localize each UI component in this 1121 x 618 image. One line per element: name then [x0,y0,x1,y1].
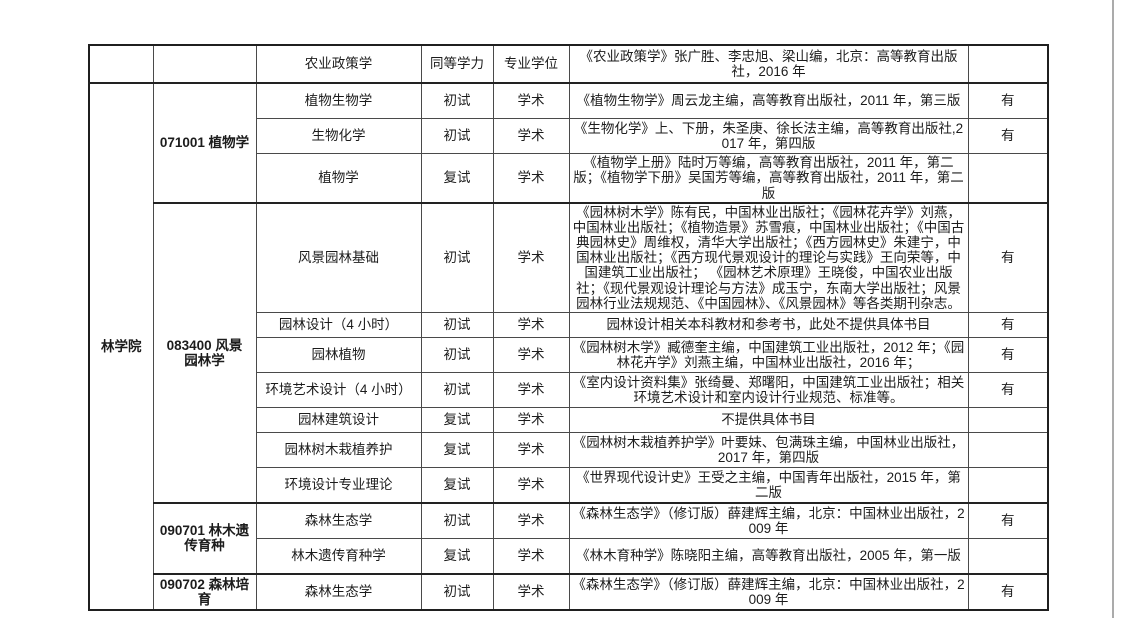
degree-type-cell: 学术 [492,153,570,204]
table-row: 林学院 071001 植物学 植物生物学 初试 学术 《植物生物学》周云龙主编，… [88,82,1049,611]
subject-cell: 环境设计专业理论 [255,466,422,504]
admissions-reference-table: 农业政策学 同等学力 专业学位 《农业政策学》张广胜、李忠旭、梁山编，北京：高等… [88,44,1049,611]
degree-type-cell: 学术 [492,311,570,338]
table-row: 园林树木栽植养护 复试 学术 《园林树木栽植养护学》叶要妹、包满珠主编，中国林业… [89,431,1049,468]
major-cell: 090702 森林培 育 [152,572,257,611]
degree-type-cell: 学术 [492,537,570,575]
books-cell: 《植物生物学》周云龙主编，高等教育出版社，2011 年，第三版 [568,82,969,119]
table-row: 园林设计（4 小时） 初试 学术 园林设计相关本科教材和参考书，此处不提供具体书… [89,311,1049,338]
degree-type-cell: 学术 [492,406,570,433]
college-cell: 林学院 [88,82,154,611]
page-edge-line [1112,0,1114,618]
table-row: 090701 林木遗 传育种 森林生态学 初试 学术 《森林生态学》（修订版）薛… [89,501,1049,575]
availability-cell: 有 [967,118,1049,154]
availability-cell: 有 [967,311,1049,338]
exam-type-cell: 初试 [420,572,494,611]
availability-cell: 有 [967,201,1049,313]
table-row: 090702 森林培 育 森林生态学 初试 学术 《森林生态学》（修订版）薛建辉… [89,572,1049,611]
table-row: 农业政策学 同等学力 专业学位 《农业政策学》张广胜、李忠旭、梁山编，北京：高等… [88,44,1049,84]
exam-type-cell: 初试 [420,82,494,119]
empty-college-cell [88,44,154,84]
degree-type-cell: 学术 [492,431,570,468]
books-cell: 不提供具体书目 [568,406,969,433]
exam-type-cell: 初试 [420,371,494,408]
availability-cell [967,44,1049,84]
table-row: 园林植物 初试 学术 《园林树木学》臧德奎主编，中国建筑工业出版社，2012 年… [89,336,1049,373]
exam-type-cell: 初试 [420,501,494,539]
subject-cell: 园林植物 [255,336,422,373]
exam-type-cell: 复试 [420,431,494,468]
books-cell: 《森林生态学》（修订版）薛建辉主编，北京：中国林业出版社，2009 年 [568,501,969,539]
degree-type-cell: 学术 [492,371,570,408]
availability-cell: 有 [967,336,1049,373]
books-cell: 《室内设计资料集》张绮曼、郑曙阳，中国建筑工业出版社；相关环境艺术设计和室内设计… [568,371,969,408]
exam-type-cell: 初试 [420,311,494,338]
degree-type-cell: 学术 [492,466,570,504]
exam-type-cell: 初试 [420,336,494,373]
degree-type-cell: 学术 [492,118,570,154]
degree-type-cell: 学术 [492,336,570,373]
subject-cell: 林木遗传育种学 [255,537,422,575]
availability-cell: 有 [967,82,1049,119]
subject-cell: 园林树木栽植养护 [255,431,422,468]
books-cell: 《世界现代设计史》王受之主编，中国青年出版社，2015 年，第二版 [568,466,969,504]
subject-cell: 环境艺术设计（4 小时） [255,371,422,408]
subject-cell: 风景园林基础 [255,201,422,313]
books-cell: 《园林树木栽植养护学》叶要妹、包满珠主编，中国林业出版社，2017 年，第四版 [568,431,969,468]
degree-type-cell: 学术 [492,572,570,611]
exam-type-cell: 复试 [420,406,494,433]
degree-type-cell: 学术 [492,82,570,119]
subject-cell: 森林生态学 [255,501,422,539]
degree-type-cell: 专业学位 [492,44,570,84]
subject-cell: 植物生物学 [255,82,422,119]
major-cell: 090701 林木遗 传育种 [152,501,257,575]
availability-cell: 有 [967,572,1049,611]
table-row: 生物化学 初试 学术 《生物化学》上、下册，朱圣庚、徐长法主编，高等教育出版社,… [89,118,1049,154]
subject-cell: 生物化学 [255,118,422,154]
exam-type-cell: 同等学力 [420,44,494,84]
availability-cell [967,537,1049,575]
table-row: 环境设计专业理论 复试 学术 《世界现代设计史》王受之主编，中国青年出版社，20… [89,466,1049,504]
books-cell: 《园林树木学》臧德奎主编，中国建筑工业出版社，2012 年；《园林花卉学》刘燕主… [568,336,969,373]
availability-cell [967,466,1049,504]
degree-type-cell: 学术 [492,501,570,539]
subject-cell: 植物学 [255,153,422,204]
degree-type-cell: 学术 [492,201,570,313]
subject-cell: 园林设计（4 小时） [255,311,422,338]
books-cell: 《园林树木学》陈有民，中国林业出版社；《园林花卉学》刘燕，中国林业出版社；《植物… [568,201,969,313]
books-cell: 园林设计相关本科教材和参考书，此处不提供具体书目 [568,311,969,338]
books-cell: 《生物化学》上、下册，朱圣庚、徐长法主编，高等教育出版社,2017 年，第四版 [568,118,969,154]
books-cell: 《农业政策学》张广胜、李忠旭、梁山编，北京：高等教育出版社，2016 年 [568,44,969,84]
table-row: 083400 风景 园林学 风景园林基础 初试 学术 《园林树木学》陈有民，中国… [89,201,1049,504]
availability-cell: 有 [967,501,1049,539]
subject-cell: 园林建筑设计 [255,406,422,433]
exam-type-cell: 复试 [420,537,494,575]
availability-cell [967,406,1049,433]
availability-cell [967,431,1049,468]
subject-cell: 农业政策学 [255,44,422,84]
subject-cell: 森林生态学 [255,572,422,611]
books-cell: 《林木育种学》陈晓阳主编，高等教育出版社，2005 年，第一版 [568,537,969,575]
major-cell: 071001 植物学 [152,82,257,204]
exam-type-cell: 复试 [420,153,494,204]
exam-type-cell: 复试 [420,466,494,504]
books-cell: 《森林生态学》（修订版）薛建辉主编，北京：中国林业出版社，2009 年 [568,572,969,611]
exam-type-cell: 初试 [420,118,494,154]
availability-cell [967,153,1049,204]
empty-major-cell [152,44,257,84]
availability-cell: 有 [967,371,1049,408]
books-cell: 《植物学上册》陆时万等编，高等教育出版社，2011 年，第二版；《植物学下册》吴… [568,153,969,204]
exam-type-cell: 初试 [420,201,494,313]
major-cell: 083400 风景 园林学 [152,202,257,504]
